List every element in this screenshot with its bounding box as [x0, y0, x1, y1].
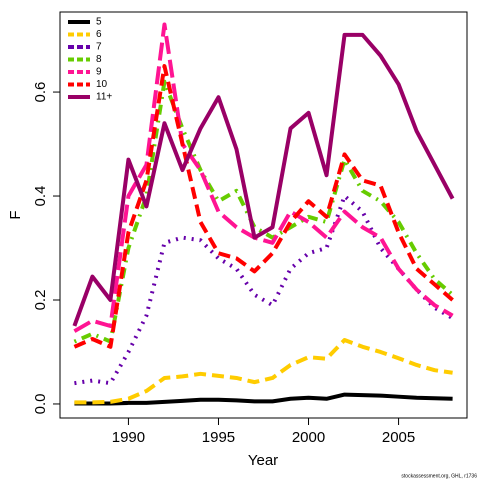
series-line	[73, 64, 454, 349]
legend-label: 5	[96, 17, 102, 28]
legend-label: 6	[96, 29, 102, 40]
series-line	[73, 22, 454, 333]
series-line	[74, 194, 454, 386]
plot-frame	[59, 11, 468, 419]
y-tick-label: 0.2	[32, 290, 49, 311]
series-line	[72, 32, 455, 327]
y-tick-label: 0.6	[32, 82, 49, 103]
y-axis-title: F	[7, 210, 24, 219]
legend-label: 11+	[96, 92, 112, 103]
x-tick-label: 2005	[382, 429, 415, 446]
x-tick-label: 1990	[112, 429, 145, 446]
x-tick-label: 1995	[202, 429, 235, 446]
x-tick-label: 2000	[292, 429, 325, 446]
series-line	[74, 392, 453, 406]
legend-label: 8	[96, 54, 102, 65]
legend-label: 10	[96, 79, 108, 90]
series-line	[73, 79, 454, 344]
caption: stockassessment.org, GHL, r1736	[401, 473, 477, 479]
series-line	[74, 338, 453, 405]
y-tick-label: 0.0	[32, 394, 49, 415]
legend-label: 9	[96, 67, 102, 78]
y-tick-label: 0.4	[32, 186, 49, 207]
legend-label: 7	[96, 42, 102, 53]
x-axis-title: Year	[248, 452, 278, 469]
